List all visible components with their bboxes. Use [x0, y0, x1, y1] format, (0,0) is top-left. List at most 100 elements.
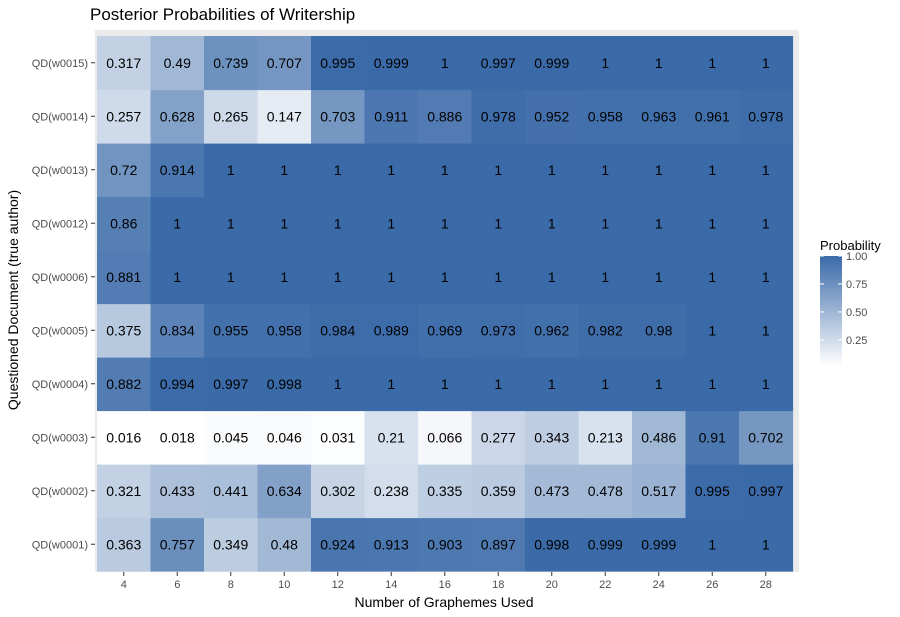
heatmap-cell: [311, 464, 366, 519]
heatmap-cell: [525, 89, 580, 144]
cell-value-label: 1: [280, 215, 288, 231]
cell-value-label: 0.958: [267, 322, 302, 338]
heatmap-cell: [364, 357, 419, 412]
heatmap-cell: [685, 357, 740, 412]
heatmap-cell: [471, 89, 526, 144]
heatmap-cell: [739, 36, 794, 91]
chart-title: Posterior Probabilities of Writership: [90, 5, 355, 24]
cell-value-label: 1: [387, 269, 395, 285]
cell-value-label: 0.999: [534, 55, 569, 71]
cell-value-label: 0.911: [374, 108, 408, 124]
cell-value-label: 1: [655, 162, 663, 178]
legend-tick-label: 0.75: [846, 279, 867, 291]
heatmap-cell: [204, 196, 259, 251]
cell-value-label: 1: [227, 215, 235, 231]
heatmap-cell: [364, 143, 419, 198]
cell-value-label: 0.999: [641, 536, 676, 552]
heatmap-cell: [311, 410, 366, 465]
cell-value-label: 0.999: [588, 536, 623, 552]
cell-value-label: 0.213: [588, 429, 623, 445]
heatmap-cell: [311, 143, 366, 198]
heatmap-cell: [257, 36, 312, 91]
cell-value-label: 0.031: [320, 429, 355, 445]
heatmap-cell: [739, 517, 794, 572]
legend-tick-label: 0.25: [846, 335, 867, 347]
heatmap-cell: [525, 357, 580, 412]
cell-value-label: 1: [280, 162, 288, 178]
cell-value-label: 0.302: [320, 483, 355, 499]
cell-value-label: 0.21: [378, 429, 405, 445]
legend: Probability 1.00 0.75 0.50 0.25: [820, 238, 881, 366]
cell-value-label: 0.995: [695, 483, 730, 499]
cell-value-label: 0.238: [374, 483, 409, 499]
cell-value-label: 0.91: [699, 429, 726, 445]
heatmap-cell: [311, 36, 366, 91]
cell-value-label: 0.48: [271, 536, 298, 552]
heatmap-cell: [739, 410, 794, 465]
cell-value-label: 0.634: [267, 483, 302, 499]
heatmap-cell: [578, 250, 633, 305]
cell-value-label: 1: [494, 162, 502, 178]
cell-value-label: 0.046: [267, 429, 302, 445]
heatmap-cell: [685, 196, 740, 251]
heatmap-cell: [632, 196, 687, 251]
heatmap-cell: [418, 517, 473, 572]
x-tick-label: 16: [439, 579, 451, 591]
heatmap-cell: [97, 464, 152, 519]
cell-value-label: 1: [441, 55, 449, 71]
y-tick-label: QD(w0002): [32, 486, 88, 498]
cell-value-label: 1: [387, 215, 395, 231]
heatmap-cell: [150, 143, 205, 198]
heatmap-cells: [97, 36, 794, 572]
cell-value-label: 1: [334, 215, 342, 231]
heatmap-cell: [685, 464, 740, 519]
heatmap-cell: [97, 357, 152, 412]
cell-value-label: 0.478: [588, 483, 623, 499]
heatmap-cell: [739, 250, 794, 305]
heatmap-cell: [525, 303, 580, 358]
heatmap-cell: [471, 143, 526, 198]
y-tick-label: QD(w0014): [32, 111, 88, 123]
cell-value-label: 1: [601, 269, 609, 285]
heatmap-cell: [471, 357, 526, 412]
x-tick-label: 18: [492, 579, 504, 591]
cell-value-label: 0.903: [427, 536, 462, 552]
heatmap-cell: [204, 250, 259, 305]
cell-value-label: 1: [334, 162, 342, 178]
heatmap-cell: [204, 517, 259, 572]
cell-value-label: 0.49: [164, 55, 191, 71]
cell-value-label: 1: [387, 162, 395, 178]
heatmap-cell: [418, 303, 473, 358]
heatmap-cell: [150, 410, 205, 465]
heatmap-cell: [632, 464, 687, 519]
heatmap-cell: [311, 303, 366, 358]
heatmap-cell: [578, 303, 633, 358]
cell-value-label: 1: [227, 269, 235, 285]
heatmap-cell: [418, 196, 473, 251]
cell-value-label: 1: [173, 215, 181, 231]
cell-value-label: 1: [708, 376, 716, 392]
cell-value-label: 0.998: [534, 536, 569, 552]
cell-value-label: 0.433: [160, 483, 195, 499]
cell-value-label: 1: [548, 215, 556, 231]
cell-value-label: 0.739: [213, 55, 248, 71]
heatmap-cell: [632, 36, 687, 91]
y-tick-label: QD(w0015): [32, 58, 88, 70]
heatmap-cell: [632, 89, 687, 144]
heatmap-cell: [739, 196, 794, 251]
cell-value-label: 0.702: [748, 429, 783, 445]
cell-value-label: 0.517: [641, 483, 676, 499]
cell-value-label: 0.317: [106, 55, 141, 71]
cell-value-label: 1: [762, 215, 770, 231]
cell-value-label: 0.982: [588, 322, 623, 338]
x-tick-label: 20: [546, 579, 558, 591]
heatmap-cell: [525, 36, 580, 91]
cell-value-label: 0.995: [320, 55, 355, 71]
heatmap-cell: [525, 517, 580, 572]
heatmap-cell: [578, 464, 633, 519]
cell-value-label: 0.703: [320, 108, 355, 124]
cell-value-label: 1: [655, 376, 663, 392]
x-tick-label: 8: [228, 579, 234, 591]
heatmap-cell: [364, 89, 419, 144]
